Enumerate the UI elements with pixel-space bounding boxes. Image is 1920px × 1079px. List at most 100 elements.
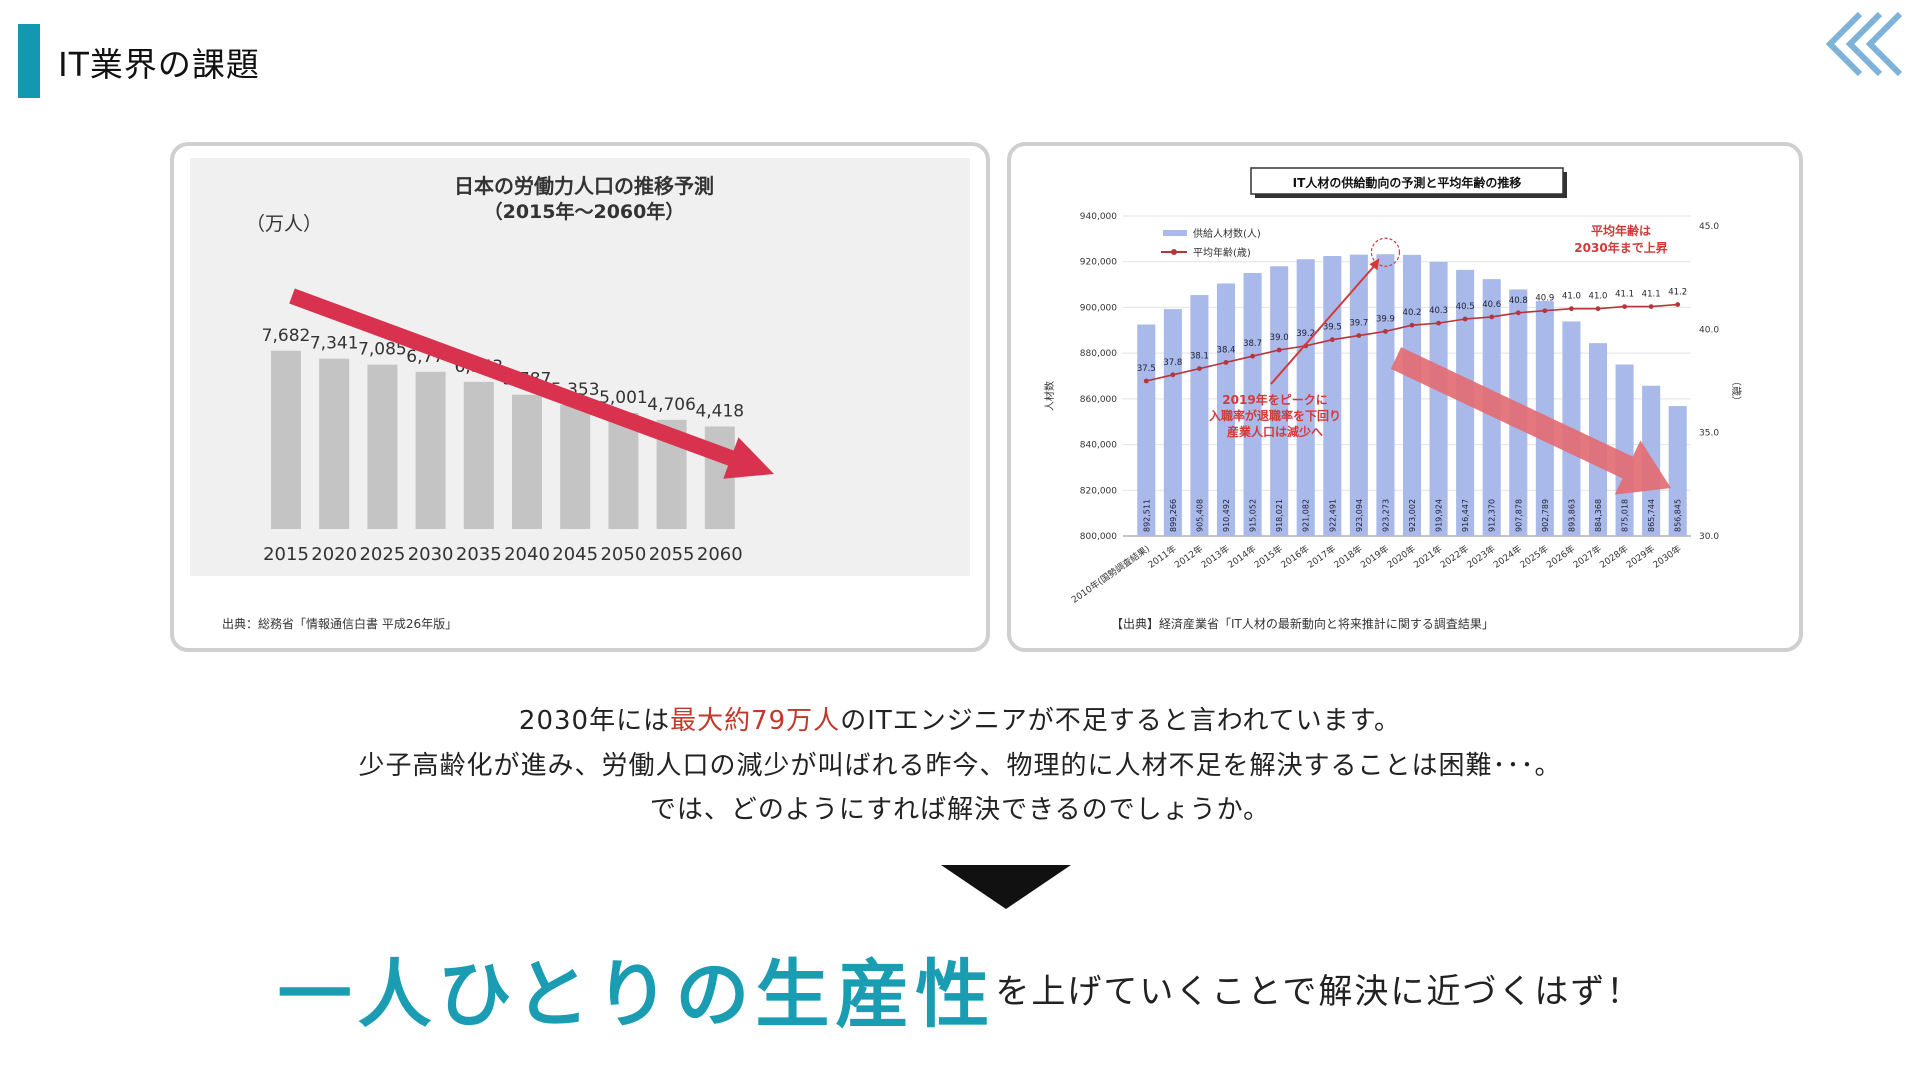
avg-age-point bbox=[1542, 308, 1548, 314]
bar bbox=[463, 381, 494, 529]
avg-age-point bbox=[1622, 304, 1627, 309]
y2-tick-label: 45.0 bbox=[1699, 222, 1719, 232]
y2-tick-label: 30.0 bbox=[1699, 532, 1719, 542]
avg-age-label: 38.7 bbox=[1243, 339, 1262, 349]
bar-value-label: 7,682 bbox=[262, 326, 311, 346]
avg-age-label: 40.6 bbox=[1482, 300, 1501, 310]
y-tick-label: 800,000 bbox=[1080, 532, 1117, 542]
bar-value-label: 921,082 bbox=[1302, 499, 1311, 532]
y-tick-label: 840,000 bbox=[1080, 441, 1117, 451]
decline-arrow bbox=[1390, 347, 1672, 495]
bar-value-label: 4,418 bbox=[695, 402, 744, 422]
bar bbox=[560, 404, 591, 529]
x-tick-label: 2017年 bbox=[1305, 543, 1338, 571]
message-line-1-post: のITエンジニアが不足すると言われています。 bbox=[840, 706, 1402, 736]
bar bbox=[367, 364, 398, 529]
avg-age-point bbox=[1409, 322, 1415, 328]
bar bbox=[1588, 343, 1608, 536]
annotation-age-1: 平均年齢は bbox=[1591, 223, 1651, 238]
annotation-peak-3: 産業人口は減少へ bbox=[1227, 424, 1323, 439]
x-tick-label: 2040 bbox=[504, 544, 550, 565]
avg-age-label: 37.8 bbox=[1163, 358, 1182, 368]
labor-force-chart: 日本の労働力人口の推移予測 （2015年～2060年） （万人） 7,682 20… bbox=[190, 158, 970, 631]
avg-age-label: 39.2 bbox=[1296, 329, 1315, 339]
avg-age-label: 39.5 bbox=[1323, 323, 1342, 333]
it-talent-chart: IT人材の供給動向の予測と平均年齢の推移 供給人材数(人) 平均年齢(歳) 人材… bbox=[1043, 167, 1742, 631]
annotation-age-2: 2030年まで上昇 bbox=[1574, 240, 1667, 255]
bar bbox=[415, 371, 446, 529]
page-title: IT業界の課題 bbox=[58, 45, 260, 84]
chart-source: 【出典】経済産業省「IT人材の最新動向と将来推計に関する調査結果」 bbox=[1111, 616, 1494, 631]
x-tick-label: 2029年 bbox=[1624, 543, 1657, 571]
x-tick-label: 2030 bbox=[408, 544, 454, 565]
legend-bar-swatch bbox=[1163, 230, 1187, 236]
annotation-peak-2: 入職率が退職率を下回り bbox=[1209, 408, 1341, 423]
peak-pointer bbox=[1270, 261, 1379, 385]
decline-arrow-shape bbox=[1390, 347, 1672, 495]
bar bbox=[271, 350, 301, 529]
avg-age-label: 40.3 bbox=[1429, 306, 1448, 316]
avg-age-label: 41.2 bbox=[1668, 288, 1687, 298]
avg-age-point bbox=[1436, 320, 1441, 326]
message-line-3: では、どのようにすれば解決できるのでしょうか。 bbox=[649, 795, 1271, 825]
bar-value-label: 884,368 bbox=[1594, 499, 1603, 532]
avg-age-point bbox=[1223, 360, 1229, 365]
x-tick-label: 2050 bbox=[600, 544, 646, 565]
chart-title-shadow-bottom bbox=[1255, 194, 1567, 198]
y2-tick-label: 35.0 bbox=[1699, 429, 1719, 439]
avg-age-label: 40.2 bbox=[1403, 308, 1422, 318]
avg-age-point bbox=[1462, 316, 1468, 322]
conclusion-emphasis: 一人ひとりの生産性 bbox=[277, 952, 996, 1038]
bar-value-label: 923,002 bbox=[1408, 499, 1417, 532]
bar bbox=[1216, 283, 1236, 536]
x-tick-label: 2013年 bbox=[1199, 543, 1232, 571]
avg-age-point bbox=[1648, 304, 1654, 309]
bar-value-label: 5,001 bbox=[599, 388, 648, 408]
message-line-2: 少子高齢化が進み、労働人口の減少が叫ばれる昨今、物理的に人材不足を解決することは… bbox=[358, 751, 1562, 781]
avg-age-label: 41.0 bbox=[1589, 292, 1608, 302]
avg-age-point bbox=[1383, 329, 1388, 334]
annotation-peak-1: 2019年をピークに bbox=[1222, 392, 1327, 407]
chart-title-box bbox=[1250, 167, 1564, 195]
bar-value-label: 7,085 bbox=[358, 340, 407, 360]
avg-age-point bbox=[1170, 372, 1176, 378]
message-highlight: 最大約79万人 bbox=[670, 706, 841, 736]
x-tick-label: 2010年(国勢調査結果) bbox=[1069, 543, 1152, 606]
bar-value-label: 905,408 bbox=[1195, 499, 1204, 532]
x-tick-label: 2030年 bbox=[1650, 543, 1683, 571]
avg-age-label: 38.1 bbox=[1190, 352, 1209, 362]
avg-age-point bbox=[1489, 314, 1495, 320]
avg-age-label: 39.7 bbox=[1349, 319, 1368, 329]
bar bbox=[1163, 309, 1182, 536]
x-tick-label: 2018年 bbox=[1332, 543, 1365, 571]
y-tick-label: 880,000 bbox=[1080, 349, 1117, 359]
y-tick-label: 900,000 bbox=[1080, 303, 1117, 313]
y-tick-label: 820,000 bbox=[1080, 486, 1117, 496]
x-tick-label: 2014年 bbox=[1225, 543, 1258, 571]
legend-line-marker bbox=[1171, 249, 1177, 255]
bar-value-label: 907,878 bbox=[1514, 499, 1523, 532]
bar-value-label: 923,273 bbox=[1381, 499, 1390, 532]
bar bbox=[1668, 406, 1687, 536]
trend-arrow bbox=[289, 288, 774, 479]
bar bbox=[1137, 324, 1156, 536]
bar bbox=[319, 358, 350, 529]
bar-value-label: 856,845 bbox=[1674, 499, 1683, 532]
x-tick-label: 2028年 bbox=[1597, 543, 1630, 571]
avg-age-point bbox=[1675, 302, 1681, 307]
bar-value-label: 918,021 bbox=[1275, 499, 1284, 532]
y-tick-label: 920,000 bbox=[1080, 258, 1117, 268]
bar bbox=[1323, 256, 1342, 536]
peak-marker bbox=[1370, 237, 1401, 267]
peak-pointer-head bbox=[1369, 258, 1380, 271]
trend-arrow-shape bbox=[289, 288, 774, 479]
x-tick-label: 2024年 bbox=[1491, 543, 1524, 571]
chart-title-shadow bbox=[1563, 172, 1567, 198]
avg-age-label: 39.0 bbox=[1270, 333, 1289, 343]
avg-age-point bbox=[1250, 353, 1255, 359]
bar-value-label: 4,706 bbox=[647, 395, 696, 415]
avg-age-label: 39.9 bbox=[1376, 314, 1395, 324]
avg-age-label: 40.8 bbox=[1509, 296, 1528, 306]
avg-age-label: 41.1 bbox=[1615, 290, 1634, 300]
x-tick-label: 2025 bbox=[359, 544, 405, 565]
